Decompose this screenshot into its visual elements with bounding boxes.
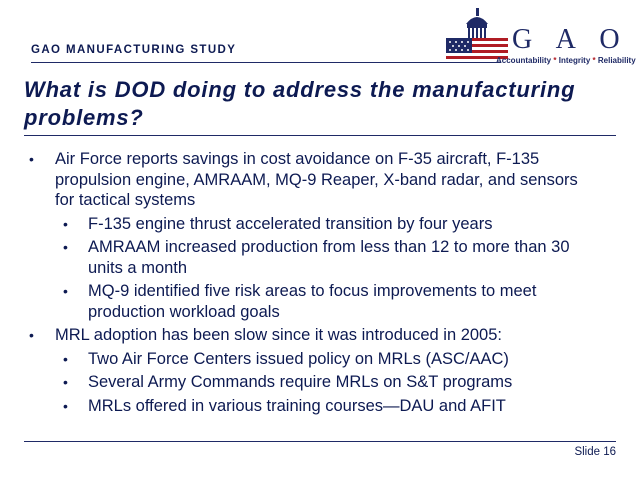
bullet-icon: • bbox=[63, 283, 68, 299]
sub-bullet-item: • MQ-9 identified five risk areas to foc… bbox=[0, 281, 598, 322]
bullet-item: • MRL adoption has been slow since it wa… bbox=[0, 325, 585, 346]
bullet-icon: • bbox=[63, 215, 68, 232]
bullet-icon: • bbox=[63, 350, 68, 367]
sub-bullet-text: F-135 engine thrust accelerated transiti… bbox=[88, 214, 493, 233]
study-label: GAO MANUFACTURING STUDY bbox=[31, 44, 237, 56]
footer-rule bbox=[24, 441, 616, 442]
sub-bullet-item: • Two Air Force Centers issued policy on… bbox=[0, 349, 598, 370]
capitol-flag-icon bbox=[446, 8, 508, 59]
sub-bullet-text: MRLs offered in various training courses… bbox=[88, 396, 506, 415]
bullet-text: MRL adoption has been slow since it was … bbox=[55, 326, 502, 344]
slide-title: What is DOD doing to address the manufac… bbox=[24, 77, 576, 130]
sub-bullet-item: • Several Army Commands require MRLs on … bbox=[0, 372, 598, 393]
gao-logo: G A O Accountability * Integrity * Relia… bbox=[440, 6, 636, 68]
header-rule bbox=[31, 62, 501, 63]
sub-bullet-item: • AMRAAM increased production from less … bbox=[0, 237, 598, 278]
logo-name: G A O bbox=[512, 24, 629, 55]
bullet-icon: • bbox=[63, 374, 68, 390]
bullet-icon: • bbox=[29, 151, 34, 167]
bullet-icon: • bbox=[29, 327, 34, 343]
bullet-text: Air Force reports savings in cost avoida… bbox=[55, 150, 578, 209]
bullet-item: • Air Force reports savings in cost avoi… bbox=[0, 149, 585, 211]
bullet-icon: • bbox=[63, 397, 68, 414]
bullet-icon: • bbox=[63, 239, 68, 255]
sub-bullet-item: • F-135 engine thrust accelerated transi… bbox=[0, 214, 598, 235]
logo-tagline: Accountability * Integrity * Reliability bbox=[496, 56, 636, 65]
title-rule bbox=[24, 135, 616, 136]
sub-bullet-text: Two Air Force Centers issued policy on M… bbox=[88, 349, 509, 368]
sub-bullet-item: • MRLs offered in various training cours… bbox=[0, 396, 598, 417]
sub-bullet-text: Several Army Commands require MRLs on S&… bbox=[88, 373, 513, 391]
slide-number: Slide 16 bbox=[574, 446, 616, 458]
sub-bullet-text: MQ-9 identified five risk areas to focus… bbox=[88, 282, 537, 321]
bullet-list: • Air Force reports savings in cost avoi… bbox=[0, 149, 638, 416]
sub-bullet-text: AMRAAM increased production from less th… bbox=[88, 238, 570, 277]
